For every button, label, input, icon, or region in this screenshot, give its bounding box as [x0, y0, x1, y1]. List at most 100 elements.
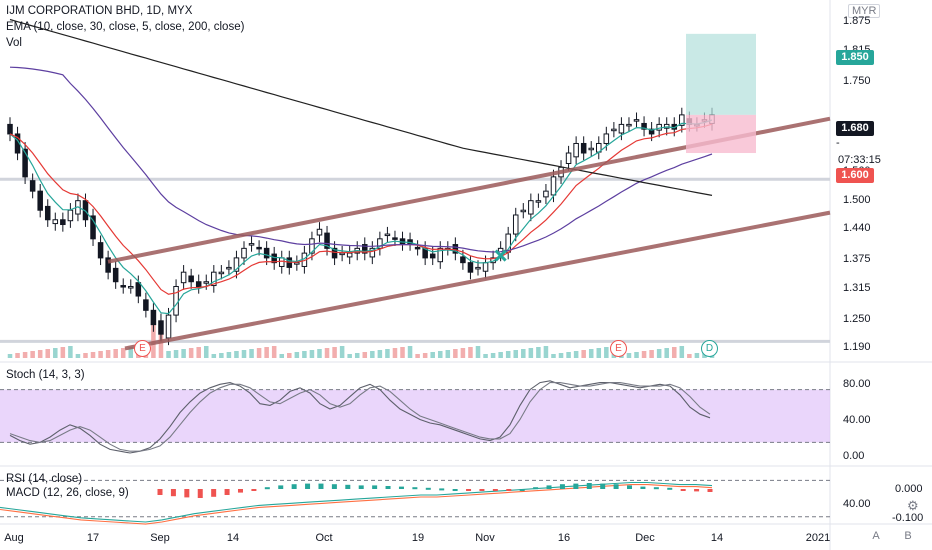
volume-bar [528, 348, 534, 358]
volume-bar [581, 350, 586, 358]
candle-body [52, 219, 59, 225]
macd-histogram-bar [318, 483, 324, 489]
candle-body [414, 246, 421, 250]
volume-bar [498, 352, 503, 358]
macd-legend: MACD (12, 26, close, 9) [6, 487, 129, 499]
currency-label[interactable]: MYR [848, 4, 881, 18]
volume-bar [649, 350, 654, 358]
macd-signal-line [0, 484, 713, 525]
candle-body [316, 228, 323, 236]
volume-bar [362, 352, 368, 358]
macd-histogram-bar [559, 484, 565, 489]
log-scale-button[interactable]: B [904, 530, 912, 542]
macd-histogram-bar [707, 489, 713, 492]
time-tick-label: Dec [635, 532, 655, 544]
macd-histogram-bar [331, 484, 337, 489]
candle-body [550, 176, 557, 196]
time-tick-label: Aug [4, 532, 24, 544]
volume-bar [626, 353, 632, 358]
ema5-line [9, 119, 713, 315]
ema-legend: EMA (10, close, 30, close, 5, close, 200… [6, 21, 245, 33]
macd-histogram-bar [479, 489, 485, 491]
volume-bar [53, 348, 58, 358]
time-tick-label: 2021 [805, 532, 831, 544]
time-tick-label: Nov [475, 532, 495, 544]
candle-body [211, 271, 217, 287]
candle-body [150, 309, 157, 326]
candle-body [180, 271, 187, 284]
candle-body [339, 252, 345, 256]
macd-tick-0: 0.000 [895, 483, 923, 495]
macd-histogram-bar [600, 483, 606, 489]
volume-bar [339, 346, 345, 358]
volume-bar [113, 349, 118, 358]
candle-body [256, 246, 262, 250]
candle-body [90, 215, 96, 240]
macd-histogram-bar [492, 489, 498, 491]
volume-bar [324, 348, 330, 358]
candle-body [641, 122, 647, 130]
volume-bar [377, 350, 383, 358]
price-tick-label: 1.190 [843, 341, 871, 354]
macd-histogram-bar [291, 484, 297, 489]
drawing-overlays[interactable] [107, 33, 831, 351]
time-tick-label: 19 [411, 532, 425, 544]
macd-histogram-bar [425, 487, 431, 490]
volume-bar [634, 352, 639, 358]
candle-body [22, 148, 28, 178]
candle-body [135, 282, 142, 297]
macd-histogram-bar [613, 484, 619, 489]
ema10-line [9, 123, 713, 295]
volume-bar [120, 348, 126, 358]
candle-body [565, 152, 572, 165]
volume-bar [68, 346, 73, 358]
candle-body [429, 253, 436, 259]
volume-bar [226, 352, 232, 358]
macd-histogram-bar [197, 489, 203, 498]
rsi-line [0, 481, 713, 523]
candle-body [143, 299, 149, 311]
settings-gear-icon[interactable]: ⚙ [907, 498, 919, 513]
stoch-legend: Stoch (14, 3, 3) [6, 369, 85, 381]
volume-bar [354, 353, 360, 358]
candle-body [452, 244, 459, 254]
bar-countdown: 07:33:15 [838, 154, 881, 166]
volume-bar [588, 349, 594, 358]
stop-zone [686, 114, 756, 154]
macd-histogram-bar [251, 489, 257, 491]
price-tick-label: 1.875 [843, 14, 871, 27]
target-price-tag: 1.850 [836, 50, 874, 65]
candlestick-series [7, 107, 715, 346]
candle-body [520, 209, 527, 213]
volume-bar [105, 350, 111, 358]
volume-bar [558, 353, 564, 358]
stoch-tick-0: 0.00 [843, 450, 865, 462]
candle-body [324, 232, 330, 249]
candle-body [377, 238, 383, 249]
candle-body [278, 257, 285, 267]
candle-body [626, 123, 632, 127]
last-price-tag: 1.680 [836, 121, 874, 136]
candle-body [535, 200, 542, 203]
macd-histogram-bar [398, 486, 404, 489]
volume-bar [430, 352, 435, 358]
volume-bar [415, 354, 420, 358]
target-zone [686, 33, 756, 115]
auto-scale-button[interactable]: A [872, 530, 880, 542]
candle-body [271, 253, 277, 264]
volume-bar [302, 351, 307, 358]
candle-body [188, 275, 194, 283]
candle-body [475, 266, 481, 270]
volume-bar [407, 346, 413, 358]
stoch-tick-40: 40.00 [843, 414, 871, 426]
stoch-tick-80: 80.00 [843, 378, 871, 390]
candle-body [392, 237, 398, 240]
volume-bar [641, 351, 647, 358]
macd-pane [157, 483, 713, 498]
candle-body [233, 257, 240, 272]
macd-histogram-bar [224, 489, 230, 495]
macd-tick-neg: -0.100 [892, 512, 924, 524]
volume-bar [264, 347, 269, 358]
volume-bar [181, 349, 186, 358]
